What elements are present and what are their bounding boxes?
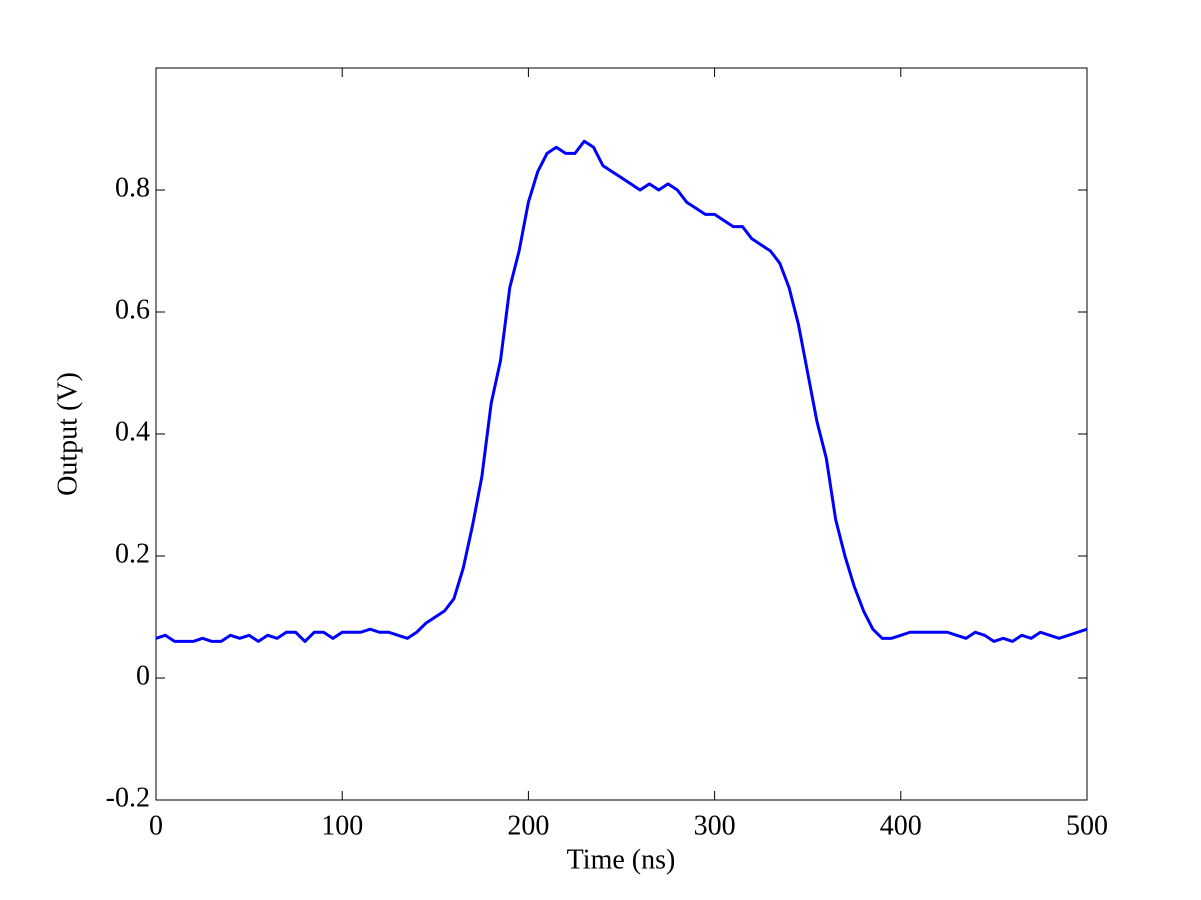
x-axis-label: Time (ns): [567, 844, 676, 875]
x-tick-label: 200: [507, 810, 549, 841]
y-tick-label: 0.6: [115, 294, 150, 325]
y-tick-label: 0.4: [115, 416, 150, 447]
x-tick-label: 500: [1066, 810, 1108, 841]
x-tick-label: 400: [880, 810, 922, 841]
y-tick-label: 0: [136, 660, 150, 691]
x-tick-label: 100: [321, 810, 363, 841]
y-tick-label: -0.2: [106, 782, 150, 813]
y-axis-label: Output (V): [52, 372, 83, 496]
x-tick-label: 300: [694, 810, 736, 841]
y-tick-label: 0.2: [115, 538, 150, 569]
x-tick-label: 0: [149, 810, 163, 841]
data-line: [155, 139, 1088, 643]
y-tick-label: 0.8: [115, 172, 150, 203]
